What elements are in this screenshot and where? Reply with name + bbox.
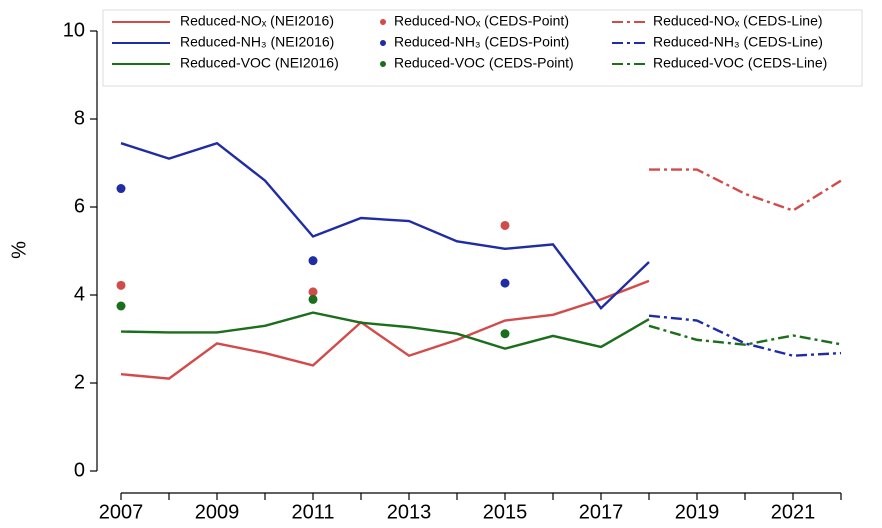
y-tick-label: 10 — [63, 19, 85, 41]
series-line — [120, 279, 650, 380]
legend-marker — [380, 61, 386, 67]
series-line — [648, 324, 842, 346]
legend-box — [102, 9, 863, 87]
legend-marker — [380, 40, 386, 46]
legend-label: Reduced-VOC (CEDS-Line) — [653, 55, 827, 71]
y-axis-label: % — [8, 241, 30, 259]
x-tick-label: 2017 — [579, 501, 624, 523]
legend-marker — [380, 19, 386, 25]
legend-label: Reduced-VOC (NEI2016) — [180, 55, 339, 71]
legend-label: Reduced-VOC (CEDS-Point) — [394, 55, 574, 71]
data-point — [308, 287, 318, 297]
data-point — [116, 301, 126, 311]
y-tick-label: 2 — [74, 371, 85, 393]
data-point — [500, 278, 510, 288]
y-tick-label: 8 — [74, 107, 85, 129]
data-point — [500, 220, 510, 230]
series-line — [648, 314, 842, 357]
data-point — [116, 280, 126, 290]
x-tick-label: 2013 — [387, 501, 432, 523]
legend-label: Reduced-NH₃ (CEDS-Line) — [653, 34, 823, 50]
series-line — [120, 141, 650, 311]
series-line — [649, 168, 842, 212]
legend-label: Reduced-NOₓ (CEDS-Line) — [653, 13, 823, 29]
y-tick-label: 6 — [74, 195, 85, 217]
x-tick-label: 2019 — [675, 501, 720, 523]
legend-label: Reduced-NH₃ (CEDS-Point) — [394, 34, 569, 50]
x-tick-label: 2021 — [771, 501, 816, 523]
x-tick-label: 2011 — [291, 501, 334, 523]
y-tick-label: 0 — [74, 459, 85, 481]
data-point — [308, 256, 318, 266]
data-point — [116, 184, 126, 194]
x-tick-label: 2009 — [195, 501, 240, 523]
data-point — [500, 329, 510, 339]
legend-label: Reduced-NOₓ (NEI2016) — [180, 13, 334, 29]
legend-label: Reduced-NOₓ (CEDS-Point) — [394, 13, 569, 29]
legend-label: Reduced-NH₃ (NEI2016) — [180, 34, 334, 50]
y-tick-label: 4 — [74, 283, 85, 305]
data-point — [308, 294, 318, 304]
x-tick-label: 2015 — [483, 501, 528, 523]
x-tick-label: 2007 — [99, 501, 144, 523]
series-line — [120, 311, 650, 350]
